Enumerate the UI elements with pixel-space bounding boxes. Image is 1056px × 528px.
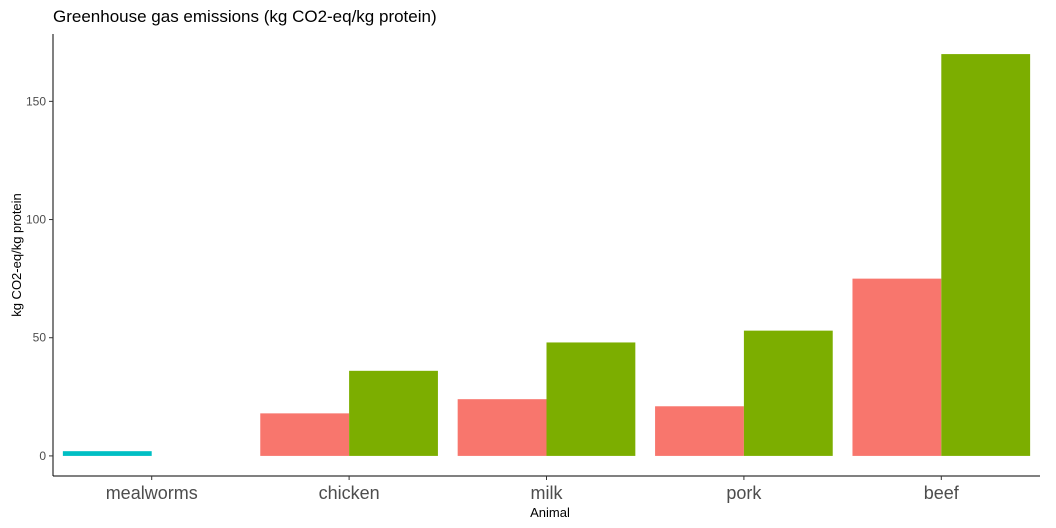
y-tick-label: 100 xyxy=(26,213,46,227)
bars-group xyxy=(62,54,1031,456)
y-tick-label: 0 xyxy=(39,449,46,463)
y-tick-label: 50 xyxy=(33,331,47,345)
bar-chicken-series-2 xyxy=(349,370,438,456)
x-tick-label-beef: beef xyxy=(924,483,960,503)
bar-milk-series-2 xyxy=(546,342,636,456)
bar-beef-series-1 xyxy=(852,278,942,456)
x-axis-title: Animal xyxy=(530,505,570,520)
chart-title: Greenhouse gas emissions (kg CO2-eq/kg p… xyxy=(53,7,437,26)
x-tick-label-pork: pork xyxy=(726,483,762,503)
x-tick-label-mealworms: mealworms xyxy=(106,483,198,503)
x-ticks-group: mealworms chicken milk pork beef xyxy=(106,476,960,503)
bar-pork-series-1 xyxy=(655,406,744,456)
bar-pork-series-2 xyxy=(743,330,833,456)
y-ticks-group: 0 50 100 150 xyxy=(26,94,53,463)
x-tick-label-chicken: chicken xyxy=(319,483,380,503)
x-tick-label-milk: milk xyxy=(531,483,564,503)
bar-mealworms-series-0 xyxy=(62,451,152,456)
y-axis-title: kg CO2-eq/kg protein xyxy=(9,193,24,317)
bar-milk-series-1 xyxy=(457,399,547,456)
y-tick-label: 150 xyxy=(26,94,46,108)
bar-chicken-series-1 xyxy=(260,413,350,456)
bar-beef-series-2 xyxy=(941,54,1031,456)
